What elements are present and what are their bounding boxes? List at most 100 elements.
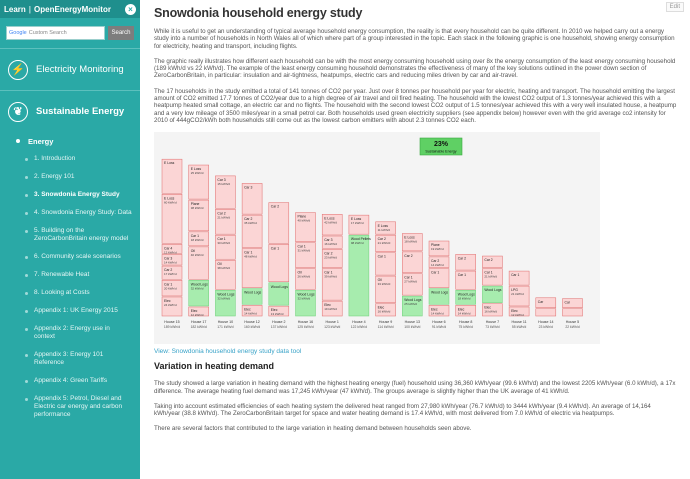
segment-name: Car — [538, 300, 544, 304]
search-input[interactable]: Google Custom Search — [6, 26, 105, 40]
sidebar-item[interactable]: Appendix 2: Energy use in context — [0, 320, 140, 346]
segment-value: 21 kWh/d — [511, 292, 524, 296]
sidebar-item[interactable]: 5. Building on the ZeroCarbonBritain ene… — [0, 222, 140, 248]
bar-segment — [402, 273, 423, 296]
segment-name: Elec — [484, 306, 491, 310]
edit-button[interactable]: Edit — [665, 2, 684, 12]
segment-value: 17 kWh/d — [164, 272, 177, 276]
leaf-icon: ❦ — [8, 101, 28, 122]
house-label: House 1 — [326, 320, 339, 324]
segment-name: Plane — [298, 215, 307, 219]
paragraph-graphic: The graphic really illustrates how diffe… — [154, 57, 676, 80]
section-energy[interactable]: Energy — [0, 132, 140, 150]
bar-segment — [161, 296, 183, 317]
sidebar-item[interactable]: 2. Energy 101 — [0, 168, 140, 186]
segment-name: Car — [565, 301, 571, 305]
search-button[interactable]: Search — [108, 26, 134, 40]
segment-name: Elec — [191, 309, 198, 313]
segment-value: 20 kWh/d — [164, 287, 177, 291]
house-total: 171 kWh/d — [217, 325, 233, 329]
segment-name: Elec — [431, 308, 438, 312]
segment-name: Plane — [431, 243, 440, 247]
menu-electricity-monitoring[interactable]: ⚡ Electricity Monitoring — [0, 48, 140, 90]
segment-value: 18 kWh/d — [458, 297, 471, 301]
bar-segment — [348, 215, 370, 235]
house-label: House 12 — [244, 320, 259, 324]
bar-segment — [375, 276, 396, 304]
sidebar-item[interactable]: Appendix 4: Green Tariffs — [0, 372, 140, 390]
menu-label: Sustainable Energy — [36, 106, 125, 117]
segment-name: Wood Logs — [298, 293, 315, 297]
sidebar-item[interactable]: 3. Snowdonia Energy Study — [0, 186, 140, 204]
brand-name[interactable]: OpenEnergyMonitor — [34, 4, 111, 14]
segment-name: Car 1 — [324, 271, 332, 275]
sidebar-item[interactable]: 4. Snowdonia Energy Study: Data — [0, 204, 140, 222]
segment-name: Car 2 — [324, 252, 332, 256]
segment-name: E Loss — [164, 197, 175, 201]
bar-segment — [535, 308, 557, 317]
sidebar-item[interactable]: Appendix 5: Petrol, Diesel and Electric … — [0, 390, 140, 424]
segment-name: Car 1 — [404, 276, 412, 280]
segment-value: 12 kWh/d — [164, 251, 177, 255]
segment-value: 38 kWh/d — [191, 206, 204, 210]
segment-name: Car 2 — [431, 259, 439, 263]
bar-segment — [348, 235, 370, 317]
segment-value: 16 kWh/d — [378, 310, 391, 314]
segment-name: Car 2 — [244, 217, 252, 221]
house-total: 100 kWh/d — [404, 325, 420, 329]
sidebar-item[interactable]: 8. Looking at Costs — [0, 284, 140, 302]
segment-name: Elec — [164, 299, 171, 303]
segment-value: 33 kWh/d — [378, 282, 391, 286]
segment-value: 60 kWh/d — [164, 201, 177, 205]
segment-name: Oil — [217, 262, 221, 266]
segment-value: 23 kWh/d — [324, 256, 337, 260]
data-tool-link[interactable]: View: Snowdonia household energy study d… — [154, 348, 302, 356]
sidebar-item[interactable]: Appendix 3: Energy 101 Reference — [0, 346, 140, 372]
segment-value: 27 kWh/d — [404, 280, 417, 284]
segment-name: Elec — [324, 303, 331, 307]
segment-name: Car 2 — [217, 212, 225, 216]
segment-name: Car 2 — [404, 254, 412, 258]
segment-name: Elec — [244, 308, 251, 312]
house-total: 122 kWh/d — [351, 325, 367, 329]
brand-learn[interactable]: Learn — [4, 4, 26, 14]
house-label: House 9 — [379, 320, 392, 324]
segment-value: 11 kWh/d — [378, 228, 391, 232]
sidebar: Learn | OpenEnergyMonitor × Google Custo… — [0, 0, 140, 479]
bar-segment — [188, 165, 209, 200]
sidebar-item[interactable]: Appendix 1: UK Energy 2015 — [0, 302, 140, 320]
segment-value: 18 kWh/d — [191, 238, 204, 242]
close-icon[interactable]: × — [125, 3, 136, 15]
menu-sustainable-energy[interactable]: ❦ Sustainable Energy — [0, 90, 140, 132]
bar-segment — [321, 301, 343, 317]
sidebar-item[interactable]: 6. Community scale scenarios — [0, 248, 140, 266]
segment-value: 13 kWh/d — [271, 312, 284, 316]
bar-segment — [161, 266, 183, 280]
segment-name: E Loss — [351, 217, 362, 221]
bar-segment — [375, 221, 396, 235]
sidebar-item[interactable]: 7. Renewable Heat — [0, 266, 140, 284]
bar-segment — [375, 303, 396, 317]
segment-value: 42 kWh/d — [324, 221, 337, 225]
house-label: House 13 — [405, 320, 420, 324]
search-area: Google Custom Search Search — [0, 18, 140, 48]
paragraph-heating-1: The study showed a large variation in he… — [154, 380, 676, 395]
bar-segment — [161, 159, 183, 194]
brand-separator: | — [28, 4, 32, 14]
segment-value: 98 kWh/d — [351, 241, 364, 245]
house-label: House 17 — [191, 320, 206, 324]
bullet-icon — [16, 139, 20, 143]
segment-value: 40 kWh/d — [191, 253, 204, 257]
bar-segment — [508, 271, 530, 286]
segment-name: Wood Logs — [431, 291, 448, 295]
segment-value: 32 kWh/d — [191, 287, 204, 291]
house-total: 75 kWh/d — [459, 325, 473, 329]
paragraph-emissions: The 17 households in the study emitted a… — [154, 87, 677, 124]
bar-segment — [428, 241, 450, 257]
segment-name: Car 3 — [164, 257, 172, 261]
sidebar-item[interactable]: 1. Introduction — [0, 150, 140, 168]
segment-value: 14 kWh/d — [458, 312, 471, 316]
bar-segment — [402, 296, 423, 317]
search-placeholder: Custom Search — [28, 30, 67, 36]
bar-segment — [241, 248, 263, 289]
